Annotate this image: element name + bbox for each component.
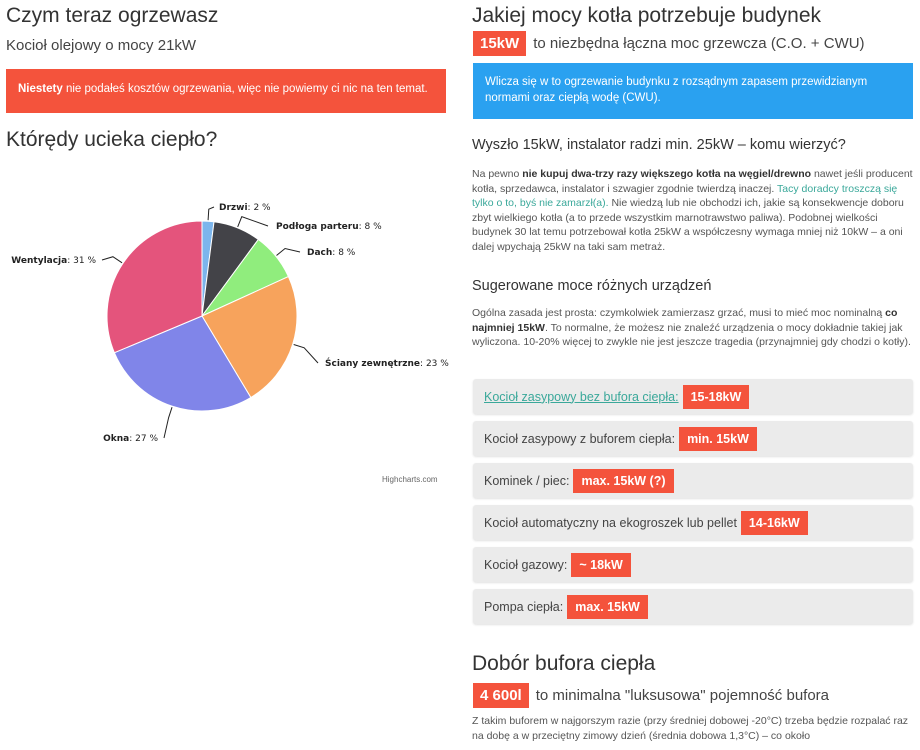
device-item-heat-pump: Pompa ciepła: max. 15kW [473,589,913,624]
pie-connector-3 [276,247,301,256]
device-item-solid-fuel-no-buffer: Kocioł zasypowy bez bufora ciepła: 15-18k… [473,379,913,414]
device-item-automatic-boiler: Kocioł automatyczny na ekogroszek lub pe… [473,505,913,540]
device-item-gas-boiler: Kocioł gazowy: ~ 18kW [473,547,913,582]
highcharts-credit[interactable]: Highcharts.com [382,475,438,484]
boiler-power-title: Jakiej mocy kotła potrzebuje budynek [472,4,822,27]
device-value: 15-18kW [682,384,750,409]
device-label: Kominek / piec: [484,473,570,488]
device-value: 14-16kW [740,510,808,535]
device-list: Kocioł zasypowy bez bufora ciepła: 15-18k… [473,379,913,631]
p1-green: Tacy doradcy troszczą się tylko o to, by… [472,182,898,210]
warning-text: nie podałeś kosztów ogrzewania, więc nie… [62,83,428,95]
pie-connector-5 [163,407,173,439]
warning-banner: Niestety nie podałeś kosztów ogrzewania,… [6,69,446,113]
power-value-badge: 15kW [473,30,527,56]
device-label: Pompa ciepła: [484,599,564,614]
left-column: Czym teraz ogrzewasz Kocioł olejowy o mo… [0,0,455,750]
buffer-value-badge: 4 600l [473,682,529,708]
pie-label-1: Drzwi: 2 % [219,203,271,213]
current-heating-value: Kocioł olejowy o mocy 21kW [6,37,197,54]
pie-label-5: Okna: 27 % [103,434,158,444]
buffer-paragraph: Z takim buforem w najgorszym razie (przy… [472,715,909,742]
device-label: Kocioł zasypowy z buforem ciepła: [484,431,676,446]
device-value: max. 15kW (?) [573,468,674,493]
heat-loss-title: Którędy ucieka ciepło? [6,128,218,151]
warning-bold: Niestety [18,83,63,95]
p2-c: . To normalne, że możesz nie znaleźć urz… [472,321,911,349]
device-value: min. 15kW [679,426,757,451]
pie-connector-6 [101,256,123,264]
p1-c: nawet jeśli producent kotła, sprzedawca,… [472,168,913,195]
device-link[interactable]: Kocioł zasypowy bez bufora ciepła: [484,389,679,404]
buffer-line: 4 600l to minimalna "luksusowa" pojemnoś… [473,682,829,708]
p1-d: Nie wiedzą lub nie obchodzi ich, jakie s… [472,197,904,253]
p2-bold: co najmniej 15kW [472,307,898,334]
power-text: to niezbędna łączna moc grzewcza (C.O. +… [533,34,865,52]
device-item-solid-fuel-buffer: Kocioł zasypowy z buforem ciepła: min. 15… [473,421,913,456]
device-label: Kocioł gazowy: [484,557,568,572]
pie-label-2: Podłoga parteru: 8 % [276,222,382,232]
p2-a: Ogólna zasada jest prosta: czymkolwiek z… [472,307,886,319]
advice-paragraph: Na pewno nie kupuj dwa-trzy razy większe… [472,167,915,255]
p1-a: Na pewno [472,168,523,180]
pie-slice-6[interactable] [106,220,203,354]
pie-slice-4[interactable] [201,275,298,399]
pie-connector-4 [293,344,319,364]
device-item-fireplace: Kominek / piec: max. 15kW (?) [473,463,913,498]
power-line: 15kW to niezbędna łączna moc grzewcza (C… [473,30,865,56]
device-value: max. 15kW [567,594,648,619]
info-box: Wlicza się w to ogrzewanie budynku z roz… [473,63,913,119]
pie-connector-1 [207,206,215,221]
p1-bold: nie kupuj dwa-trzy razy większego kotła … [522,168,812,180]
device-label: Kocioł automatyczny na ekogroszek lub pe… [484,515,737,530]
suggested-power-title: Sugerowane moce różnych urządzeń [472,278,712,294]
buffer-text: to minimalna "luksusowa" pojemność bufor… [535,686,830,704]
heat-loss-pie-chart: Drzwi: 2 % Podłoga parteru: 8 % Dach: 8 % Ś… [11,203,449,444]
pie-label-4: Ściany zewnętrzne: 23 % [325,357,449,369]
device-value: ~ 18kW [571,552,631,577]
pie-label-3: Dach: 8 % [307,248,356,258]
rule-paragraph: Ogólna zasada jest prosta: czymkolwiek z… [472,306,915,350]
current-heating-title: Czym teraz ogrzewasz [6,4,219,27]
buffer-title: Dobór bufora ciepła [472,652,656,675]
pie-slice-5[interactable] [113,315,252,412]
pie-label-6: Wentylacja: 31 % [11,256,96,266]
pie-connector-2 [237,216,269,228]
question-title: Wyszło 15kW, instalator radzi min. 25kW … [472,137,846,153]
right-column: Jakiej mocy kotła potrzebuje budynek 15k… [471,0,920,750]
